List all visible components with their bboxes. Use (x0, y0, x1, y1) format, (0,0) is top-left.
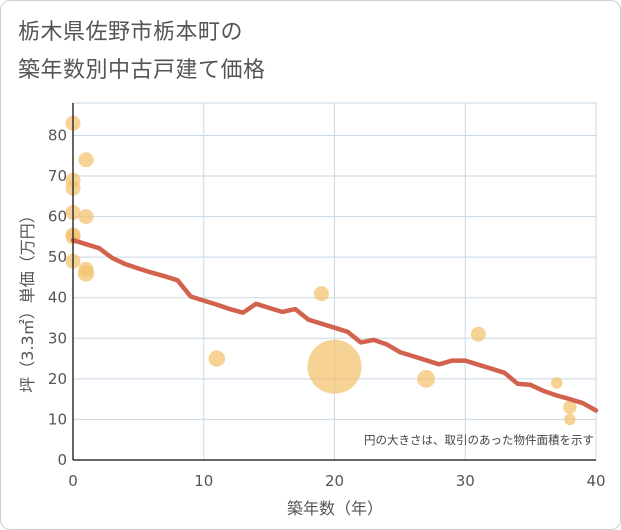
data-point (417, 370, 435, 388)
size-annotation: 円の大きさは、取引のあった物件面積を示す (364, 433, 594, 447)
data-point (78, 265, 94, 281)
grid (73, 103, 596, 460)
x-tick-label: 10 (194, 472, 213, 490)
y-tick-label: 10 (48, 410, 67, 428)
data-point (471, 327, 486, 342)
data-point (209, 350, 225, 366)
data-point (314, 286, 329, 301)
data-point (551, 377, 563, 389)
x-tick-label: 0 (68, 472, 78, 490)
x-tick-label: 20 (325, 472, 344, 490)
data-point (307, 340, 361, 394)
y-tick-label: 80 (48, 126, 67, 144)
y-tick-label: 70 (48, 167, 67, 185)
y-axis-label: 坪（3.3㎡）単価（万円） (18, 207, 37, 392)
data-point (79, 152, 94, 167)
data-point (79, 209, 94, 224)
y-tick-label: 60 (48, 208, 67, 226)
y-tick-label: 20 (48, 370, 67, 388)
scatter-plot: 0 10 20 30 40 0 10 20 30 40 50 60 70 80 円の大きさは、取引のあった… (0, 0, 621, 530)
y-tick-label: 30 (48, 329, 67, 347)
y-tick-label: 50 (48, 248, 67, 266)
x-tick-label: 30 (456, 472, 475, 490)
y-tick-label: 0 (57, 451, 67, 469)
data-point (564, 414, 576, 426)
x-tick-label: 40 (586, 472, 605, 490)
x-axis-label: 築年数（年） (287, 499, 383, 518)
y-tick-label: 40 (48, 289, 67, 307)
